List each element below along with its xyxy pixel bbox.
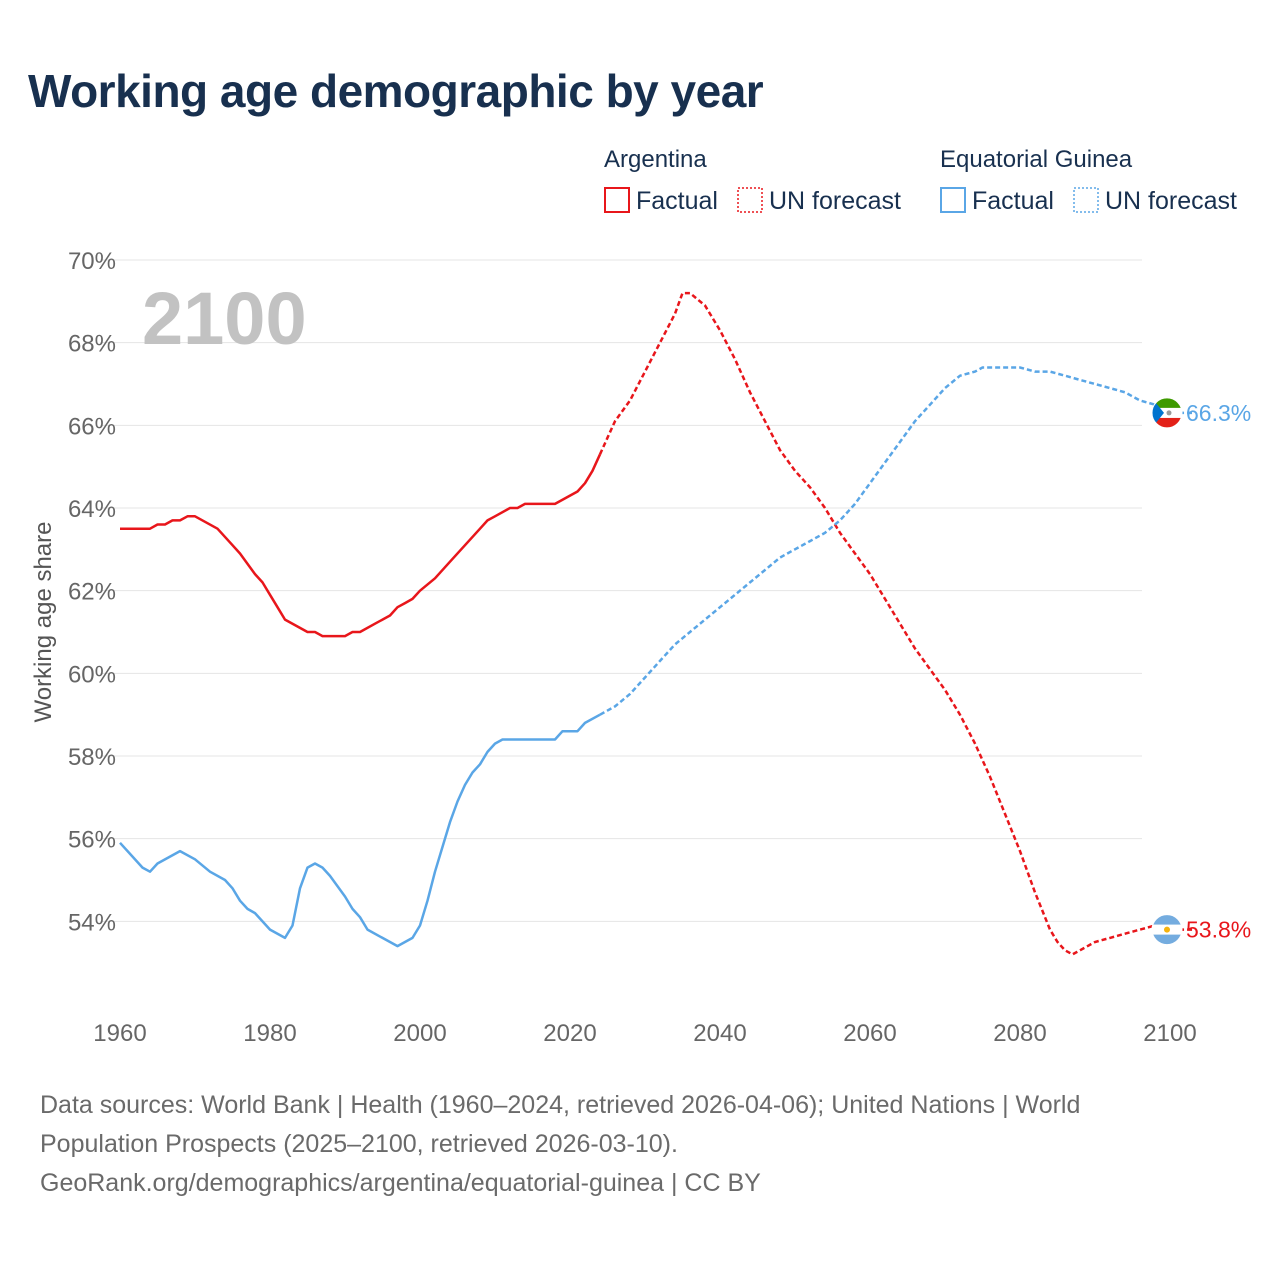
x-tick-label: 2100 <box>1143 1020 1196 1047</box>
legend-forecast-swatch <box>737 187 763 213</box>
x-tick-label: 2040 <box>693 1020 746 1047</box>
x-tick-label: 2000 <box>393 1020 446 1047</box>
argentina-factual-line <box>120 453 602 638</box>
source-line-2: Population Prospects (2025–2100, retriev… <box>40 1130 678 1158</box>
y-tick-label: 64% <box>68 496 116 523</box>
end-value-label: 66.3% <box>1186 400 1251 426</box>
x-tick-label: 1960 <box>93 1020 146 1047</box>
equatorial-guinea-forecast-line <box>599 366 1193 716</box>
y-tick-label: 70% <box>68 248 116 275</box>
end-markers: 53.8% 66.3% <box>1151 397 1251 946</box>
y-tick-label: 68% <box>68 331 116 358</box>
legend-forecast-label: UN forecast <box>1105 187 1237 215</box>
x-tick-label: 2080 <box>993 1020 1046 1047</box>
y-tick-label: 62% <box>68 579 116 606</box>
y-tick-label: 58% <box>68 744 116 771</box>
x-tick-label: 2020 <box>543 1020 596 1047</box>
y-tick-label: 60% <box>68 661 116 688</box>
x-tick-label: 1980 <box>243 1020 296 1047</box>
y-axis-ticks: 54% 56% 58% 60% 62% 64% 66% 68% 70% <box>68 248 116 936</box>
gridlines <box>100 259 1142 922</box>
source-note: Data sources: World Bank | Health (1960–… <box>40 1086 1220 1203</box>
x-tick-label: 2060 <box>843 1020 896 1047</box>
series-lines <box>119 291 1193 956</box>
legend-country-label: Argentina <box>604 146 707 173</box>
x-axis-ticks: 1960 1980 2000 2020 2040 2060 2080 2100 <box>93 1020 1196 1047</box>
legend-forecast-label: UN forecast <box>769 187 901 215</box>
y-tick-label: 66% <box>68 413 116 440</box>
legend-factual-label: Factual <box>972 187 1054 215</box>
chart-title: Working age demographic by year <box>28 65 764 117</box>
legend-forecast-swatch <box>1073 187 1099 213</box>
equatorial-guinea-flag-icon <box>1151 397 1183 429</box>
legend-country-label: Equatorial Guinea <box>940 146 1133 173</box>
source-line-1: Data sources: World Bank | Health (1960–… <box>40 1091 1081 1119</box>
source-url[interactable]: GeoRank.org/demographics/argentina/equat… <box>40 1169 761 1197</box>
y-tick-label: 56% <box>68 827 116 854</box>
y-tick-label: 54% <box>68 909 116 936</box>
equatorial-guinea-factual-line <box>119 713 601 948</box>
argentina-forecast-line <box>598 291 1193 956</box>
argentina-flag-icon <box>1151 914 1183 946</box>
legend-factual-label: Factual <box>636 187 718 215</box>
legend-factual-swatch <box>604 187 630 213</box>
legend-group-argentina: Argentina Factual UN forecast <box>604 146 901 215</box>
legend-factual-swatch <box>940 187 966 213</box>
year-watermark: 2100 <box>142 277 307 360</box>
y-axis-label: Working age share <box>30 522 57 723</box>
legend-group-equatorial-guinea: Equatorial Guinea Factual UN forecast <box>940 146 1237 215</box>
end-value-label: 53.8% <box>1186 917 1251 943</box>
